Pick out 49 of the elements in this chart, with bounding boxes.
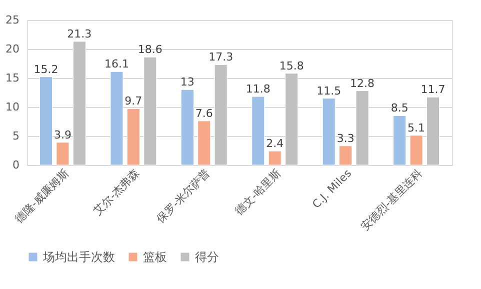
bar [39,76,53,166]
bar [144,56,157,166]
y-tick-label: 15 [6,72,20,84]
data-label: 18.6 [138,43,162,56]
bar [252,96,265,166]
bar [110,71,124,166]
x-tick-label: 安德烈-基里连科 [358,166,425,234]
x-tick-label: 德文-哈里斯 [232,166,284,218]
y-tick-label: 0 [12,158,20,172]
data-label: 15.8 [279,59,304,72]
data-label: 5.1 [408,121,426,134]
x-tick-label: 保罗-米尔萨普 [154,166,213,226]
data-label: 12.8 [350,76,375,90]
legend-label: 得分 [195,250,219,264]
data-label: 2.4 [266,137,284,150]
x-tick-label: 艾尔-杰弗森 [91,166,142,218]
bar [322,98,336,166]
data-label: 17.3 [208,50,234,64]
data-label: 8.5 [390,102,408,115]
y-tick-label: 10 [6,100,20,114]
bar [180,89,194,166]
bar [72,41,86,166]
bar [56,142,70,166]
data-label: 7.6 [195,106,213,120]
y-tick-label: 20 [6,42,20,56]
data-label: 11.5 [316,84,342,98]
y-tick-label: 5 [12,130,20,142]
data-label: 11.8 [246,82,270,96]
bar [198,120,211,166]
legend-label: 篮板 [143,250,167,264]
data-label: 11.7 [420,83,446,96]
data-label: 3.3 [336,132,354,145]
data-label: 13 [180,76,194,89]
data-label: 16.1 [104,58,129,71]
legend-label: 场均出手次数 [42,250,115,264]
data-label: 9.7 [124,94,142,108]
bar [356,90,369,166]
bar [214,64,228,166]
data-label: 21.3 [67,27,92,40]
data-label: 3.9 [54,128,72,142]
y-tick-label: 25 [6,14,20,26]
bar [285,73,298,166]
bar [426,96,440,166]
data-label: 15.2 [34,62,58,76]
bar [268,150,282,166]
bar [126,108,140,166]
bar [339,146,352,166]
bar [410,135,423,166]
bar [393,115,406,166]
